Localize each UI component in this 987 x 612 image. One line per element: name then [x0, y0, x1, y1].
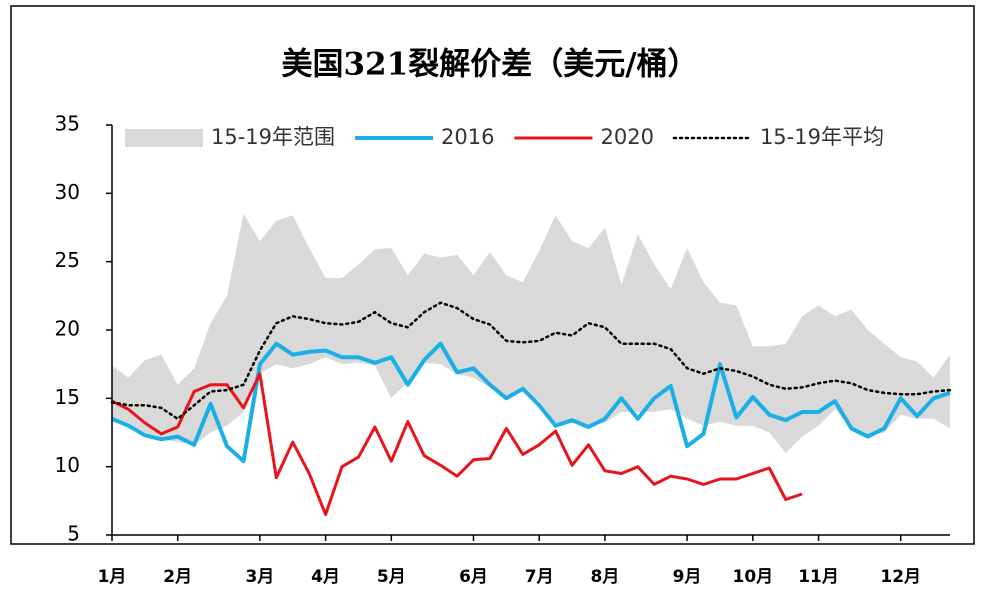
- series-line: [111, 372, 803, 516]
- series-line: [111, 341, 951, 464]
- legend-label: 15-19年范围: [211, 125, 335, 149]
- x-tick-label: 3月: [245, 567, 274, 587]
- range-band: [112, 213, 950, 453]
- y-tick-label: 10: [55, 453, 80, 477]
- chart-title: 美国321裂解价差（美元/桶）: [281, 47, 698, 83]
- x-tick-label: 7月: [525, 567, 554, 587]
- x-tick-label: 12月: [880, 567, 921, 587]
- x-tick-label: 2月: [163, 567, 192, 587]
- x-tick-label: 5月: [377, 567, 406, 587]
- x-tick-label: 10月: [732, 567, 773, 587]
- y-tick-label: 35: [55, 112, 80, 136]
- x-tick-label: 8月: [591, 567, 620, 587]
- legend-label: 15-19年平均: [760, 125, 884, 149]
- x-tick-label: 11月: [798, 567, 839, 587]
- legend-label: 2016: [441, 125, 494, 149]
- legend-swatch: [125, 129, 203, 147]
- chart-frame: [10, 5, 975, 545]
- y-tick-label: 20: [55, 317, 80, 341]
- series-line: [110, 301, 952, 421]
- y-tick-label: 30: [55, 180, 80, 204]
- x-tick-label: 9月: [673, 567, 702, 587]
- y-tick-label: 5: [67, 522, 80, 546]
- x-tick-label: 1月: [98, 567, 127, 587]
- y-tick-label: 25: [55, 248, 80, 272]
- legend-label: 2020: [600, 125, 653, 149]
- x-tick-label: 6月: [459, 567, 488, 587]
- x-tick-label: 4月: [311, 567, 340, 587]
- y-tick-label: 15: [55, 385, 80, 409]
